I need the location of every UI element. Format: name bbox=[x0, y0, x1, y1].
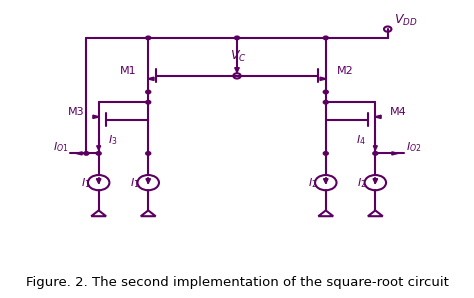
Text: $I_2$: $I_2$ bbox=[357, 176, 367, 190]
Polygon shape bbox=[93, 115, 100, 119]
Polygon shape bbox=[76, 152, 82, 155]
Polygon shape bbox=[235, 68, 239, 72]
Text: Figure. 2. The second implementation of the square-root circuit: Figure. 2. The second implementation of … bbox=[26, 276, 448, 288]
Text: $I_{O1}$: $I_{O1}$ bbox=[53, 140, 69, 154]
Circle shape bbox=[323, 36, 328, 40]
Text: $I_4$: $I_4$ bbox=[356, 133, 366, 147]
Polygon shape bbox=[374, 115, 381, 119]
Circle shape bbox=[146, 90, 151, 94]
Text: $I_1$: $I_1$ bbox=[81, 176, 90, 190]
Circle shape bbox=[146, 100, 151, 104]
Text: $V_C$: $V_C$ bbox=[230, 49, 246, 64]
Circle shape bbox=[235, 36, 239, 40]
Polygon shape bbox=[373, 179, 378, 183]
Circle shape bbox=[323, 152, 328, 155]
Text: M3: M3 bbox=[68, 107, 84, 117]
Text: $I_3$: $I_3$ bbox=[108, 133, 117, 147]
Circle shape bbox=[146, 36, 151, 40]
Polygon shape bbox=[97, 146, 100, 150]
Text: $I_{O2}$: $I_{O2}$ bbox=[406, 140, 421, 154]
Circle shape bbox=[146, 152, 151, 155]
Polygon shape bbox=[147, 77, 154, 80]
Circle shape bbox=[373, 152, 378, 155]
Text: M1: M1 bbox=[120, 66, 137, 76]
Circle shape bbox=[96, 152, 101, 155]
Polygon shape bbox=[146, 179, 151, 183]
Text: $I_2$: $I_2$ bbox=[308, 176, 317, 190]
Polygon shape bbox=[96, 179, 101, 183]
Polygon shape bbox=[323, 179, 328, 183]
Polygon shape bbox=[374, 146, 377, 150]
Circle shape bbox=[323, 90, 328, 94]
Text: M2: M2 bbox=[337, 66, 354, 76]
Circle shape bbox=[323, 100, 328, 104]
Circle shape bbox=[84, 152, 89, 155]
Polygon shape bbox=[392, 152, 398, 155]
Text: M4: M4 bbox=[390, 107, 406, 117]
Text: $V_{DD}$: $V_{DD}$ bbox=[394, 13, 418, 28]
Text: $I_1$: $I_1$ bbox=[130, 176, 140, 190]
Polygon shape bbox=[320, 77, 327, 80]
